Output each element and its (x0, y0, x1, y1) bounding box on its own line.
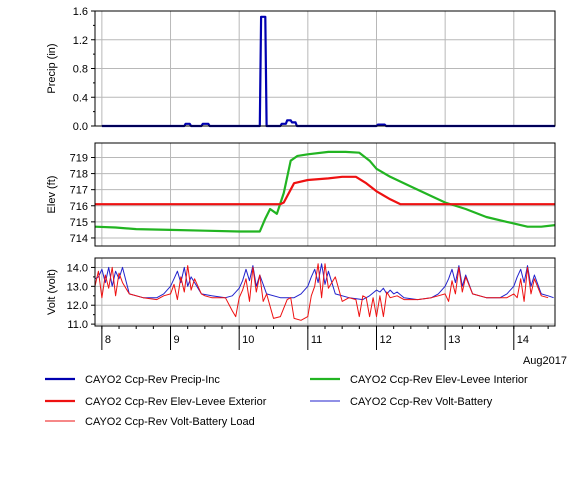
legend-item: CAYO2 Ccp-Rev Volt-Battery (310, 396, 493, 408)
x-tick-label: 14 (517, 334, 529, 346)
y-tick-label: 0.8 (73, 64, 88, 76)
legend-label: CAYO2 Ccp-Rev Elev-Levee Interior (350, 374, 528, 386)
x-tick-label: 11 (311, 334, 322, 346)
y-tick-label: 13.0 (67, 281, 88, 293)
y-tick-label: 716 (70, 201, 88, 213)
y-axis-label: Volt (volt) (46, 269, 58, 315)
series-line (101, 15, 555, 128)
x-tick-label: 9 (174, 334, 180, 346)
y-tick-label: 1.2 (73, 35, 88, 47)
y-tick-label: 14.0 (67, 262, 88, 274)
y-tick-label: 1.6 (73, 6, 88, 18)
y-tick-label: 715 (70, 217, 88, 229)
x-tick-label: 13 (448, 334, 460, 346)
plot-frame (94, 142, 556, 247)
legend-label: CAYO2 Ccp-Rev Volt-Battery Load (85, 416, 255, 428)
plot-frame (94, 10, 556, 127)
legend-item: CAYO2 Ccp-Rev Precip-Inc (45, 374, 220, 386)
y-tick-label: 11.0 (67, 319, 88, 331)
y-tick-label: 714 (70, 233, 88, 245)
x-axis: 8 9 10 11 12 13 14 Aug2017 (101, 326, 567, 367)
y-tick-label: 719 (70, 152, 88, 164)
y-tick-label: 0.4 (73, 92, 88, 104)
y-tick-label: 12.0 (67, 300, 88, 312)
y-tick-label: 718 (70, 169, 88, 181)
legend-label: CAYO2 Ccp-Rev Volt-Battery (350, 396, 493, 408)
legend-label: CAYO2 Ccp-Rev Precip-Inc (85, 374, 220, 386)
x-tick-label: 12 (379, 334, 391, 346)
y-tick-label: 0.0 (73, 121, 88, 133)
series-line (95, 175, 555, 206)
legend-label: CAYO2 Ccp-Rev Elev-Levee Exterior (85, 396, 267, 408)
panel-3: 11.0 12.0 13.0 14.0 Volt (volt) (46, 257, 556, 331)
x-tick-label: 8 (105, 334, 111, 346)
panel-1: 0.0 0.4 0.8 1.2 1.6 Precip (in) (46, 6, 556, 133)
y-axis-label: Precip (in) (46, 43, 58, 93)
panel-2: 714 715 716 717 718 719 Elev (ft) (46, 142, 556, 247)
legend-item: CAYO2 Ccp-Rev Elev-Levee Exterior (45, 396, 267, 408)
x-axis-month-label: Aug2017 (523, 355, 567, 367)
legend-item: CAYO2 Ccp-Rev Volt-Battery Load (45, 416, 255, 428)
legend-item: CAYO2 Ccp-Rev Elev-Levee Interior (310, 374, 528, 386)
series-line (94, 263, 549, 321)
x-tick-label: 10 (242, 334, 254, 346)
legend: CAYO2 Ccp-Rev Precip-Inc CAYO2 Ccp-Rev El… (45, 374, 528, 428)
y-tick-label: 717 (70, 185, 88, 197)
y-axis-label: Elev (ft) (46, 176, 58, 214)
series-line (94, 150, 556, 233)
